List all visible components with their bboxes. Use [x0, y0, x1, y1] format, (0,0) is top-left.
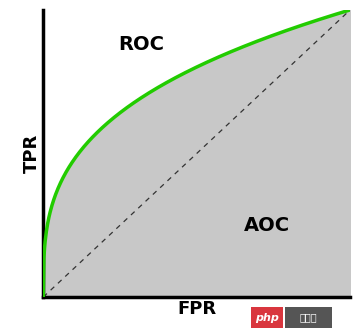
X-axis label: FPR: FPR [177, 300, 216, 318]
Y-axis label: TPR: TPR [22, 134, 40, 173]
Text: AOC: AOC [244, 216, 290, 235]
Text: php: php [255, 313, 279, 323]
Text: ROC: ROC [118, 35, 165, 54]
Text: 中文网: 中文网 [300, 313, 317, 323]
